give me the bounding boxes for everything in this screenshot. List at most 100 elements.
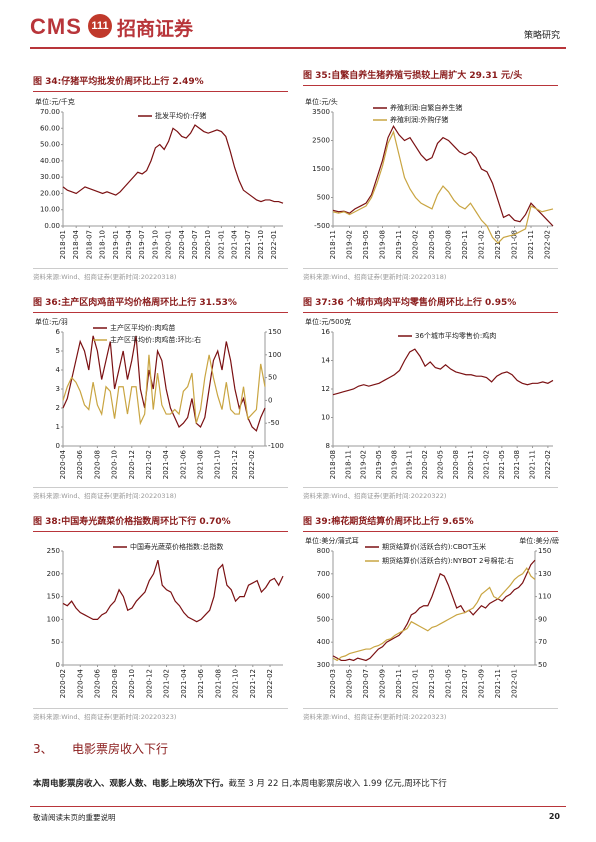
figure-source: 资料来源:Wind、招商证券(更新时间:20220323) bbox=[303, 708, 558, 721]
y-tick-label: 500 bbox=[317, 194, 330, 202]
y-tick-label: 30.00 bbox=[40, 173, 60, 181]
x-tick-label: 2020-04 bbox=[178, 229, 186, 259]
x-tick-label: 2020-05 bbox=[345, 669, 353, 698]
y-tick-label: 150 bbox=[47, 593, 60, 601]
footer-rule bbox=[30, 806, 566, 807]
x-tick-label: 2021-07 bbox=[461, 669, 469, 698]
x-tick-label: 2020-08 bbox=[452, 450, 460, 479]
y-tick-label: 4 bbox=[56, 366, 61, 374]
y2-tick-label: 0 bbox=[268, 396, 272, 404]
x-tick-label: 2020-02 bbox=[421, 450, 429, 479]
y-tick-label: 50.00 bbox=[40, 141, 60, 149]
series-line bbox=[62, 354, 266, 426]
series-line bbox=[332, 348, 554, 396]
x-tick-label: 2021-02 bbox=[482, 450, 490, 479]
x-tick-label: 2020-04 bbox=[59, 449, 67, 479]
y2-tick-label: 100 bbox=[268, 351, 281, 359]
chart: 单位:元/千克 0.00 10.00 20.00 30.00 40.00 50.00 60.0… bbox=[35, 97, 284, 259]
y2-tick-label: -50 bbox=[268, 419, 279, 427]
legend-label: 养殖利润:外购仔猪 bbox=[390, 115, 448, 124]
x-tick-label: 2020-02 bbox=[59, 669, 67, 698]
x-tick-label: 2019-04 bbox=[125, 229, 133, 259]
x-tick-label: 2020-11 bbox=[395, 669, 403, 698]
x-tick-label: 2019-08 bbox=[390, 450, 398, 479]
figure-title: 图 34:仔猪平均批发价周环比上行 2.49% bbox=[33, 76, 288, 92]
y-tick-label: 6 bbox=[56, 328, 61, 336]
x-tick-label: 2021-05 bbox=[494, 230, 502, 259]
department: 策略研究 bbox=[523, 31, 560, 41]
y-tick-label: 0.00 bbox=[44, 222, 60, 230]
x-tick-label: 2021-10 bbox=[214, 450, 222, 479]
x-tick-label: 2020-06 bbox=[76, 449, 84, 479]
y2-tick-label: 110 bbox=[538, 593, 551, 601]
x-tick-label: 2020-08 bbox=[445, 230, 453, 259]
unit-label-right: 单位:美分/磅 bbox=[519, 536, 559, 545]
chart: 单位:元/500克 8 10 12 14 16 2018-08 2018-11 2019-02 2… bbox=[305, 317, 554, 479]
x-tick-label: 2021-07 bbox=[244, 230, 252, 259]
x-tick-label: 2020-11 bbox=[467, 450, 475, 479]
x-tick-label: 2020-09 bbox=[378, 669, 386, 698]
y-tick-label: 10 bbox=[321, 414, 330, 422]
x-tick-label: 2020-03 bbox=[329, 669, 337, 698]
unit-label: 单位:元/500克 bbox=[305, 317, 351, 326]
legend-label: 36个城市平均零售价:鸡肉 bbox=[415, 331, 496, 340]
y-tick-label: 400 bbox=[317, 638, 330, 646]
x-tick-label: 2020-07 bbox=[191, 230, 199, 259]
legend-label: 主产区平均价:肉鸡苗:环比:右 bbox=[110, 335, 201, 344]
x-tick-label: 2020-08 bbox=[111, 669, 119, 698]
x-tick-label: 2020-07 bbox=[362, 669, 370, 698]
x-tick-label: 2021-02 bbox=[163, 669, 171, 698]
y-tick-label: 3500 bbox=[312, 108, 330, 116]
logo: 111 bbox=[88, 14, 112, 38]
header-rule bbox=[30, 47, 566, 49]
x-tick-label: 2020-01 bbox=[165, 230, 173, 259]
x-tick-label: 2020-10 bbox=[128, 669, 136, 698]
chart: 单位:元/羽 0 1 2 3 4 5 6 -100 -50 0 50 100 150 2020-04 2020… bbox=[35, 317, 284, 479]
figure-source: 资料来源:Wind、招商证券(更新时间:20220318) bbox=[33, 487, 288, 500]
x-tick-label: 2020-08 bbox=[93, 450, 101, 479]
y-tick-label: 5 bbox=[56, 347, 60, 355]
y-tick-label: 16 bbox=[321, 328, 330, 336]
series-line bbox=[332, 566, 536, 662]
y-tick-label: -500 bbox=[314, 222, 330, 230]
figure-title: 图 36:主产区肉鸡苗平均价格周环比上行 31.53% bbox=[33, 297, 288, 313]
x-tick-label: 2019-07 bbox=[138, 230, 146, 259]
y-tick-label: 800 bbox=[317, 547, 330, 555]
x-tick-label: 2019-05 bbox=[375, 450, 383, 479]
series-line bbox=[332, 559, 536, 662]
legend-label: 主产区平均价:肉鸡苗 bbox=[110, 323, 175, 332]
x-tick-label: 2021-12 bbox=[249, 669, 257, 698]
y-tick-label: 200 bbox=[47, 570, 60, 578]
x-tick-label: 2021-06 bbox=[179, 449, 187, 479]
legend-label: 期货结算价(活跃合约):CBOT玉米 bbox=[382, 542, 486, 551]
legend-label: 中国寿光蔬菜价格指数:总指数 bbox=[130, 542, 223, 551]
legend-label: 期货结算价(活跃合约):NYBOT 2号棉花:右 bbox=[382, 556, 514, 565]
x-tick-label: 2020-11 bbox=[461, 230, 469, 259]
y2-tick-label: -100 bbox=[268, 442, 284, 450]
x-tick-label: 2022-02 bbox=[266, 669, 274, 698]
x-tick-label: 2022-02 bbox=[544, 230, 552, 259]
y-tick-label: 600 bbox=[317, 593, 330, 601]
y-tick-label: 1500 bbox=[312, 165, 330, 173]
page-number: 20 bbox=[548, 812, 560, 821]
section-number: 3、 bbox=[33, 742, 53, 756]
x-tick-label: 2020-12 bbox=[128, 450, 136, 479]
x-tick-label: 2018-04 bbox=[72, 229, 80, 259]
x-tick-label: 2019-05 bbox=[362, 230, 370, 259]
paragraph-text: 截至 3 月 22 日,本周电影票房收入 1.99 亿元,周环比下行 bbox=[228, 779, 447, 789]
x-tick-label: 2018-01 bbox=[59, 230, 67, 259]
x-tick-label: 2018-07 bbox=[85, 230, 93, 259]
x-tick-label: 2021-04 bbox=[231, 229, 239, 259]
y-tick-label: 500 bbox=[317, 615, 330, 623]
x-tick-label: 2021-01 bbox=[411, 669, 419, 698]
y-tick-label: 0 bbox=[56, 442, 60, 450]
y-tick-label: 14 bbox=[321, 357, 330, 365]
x-tick-label: 2019-02 bbox=[360, 450, 368, 479]
series-line bbox=[62, 559, 284, 623]
x-tick-label: 2018-11 bbox=[329, 230, 337, 259]
x-tick-label: 2020-06 bbox=[94, 668, 102, 698]
y-tick-label: 70.00 bbox=[40, 108, 60, 116]
x-tick-label: 2018-10 bbox=[99, 230, 107, 259]
y-tick-label: 0 bbox=[56, 661, 60, 669]
figure-title: 图 39:棉花期货结算价周环比上行 9.65% bbox=[303, 516, 558, 532]
